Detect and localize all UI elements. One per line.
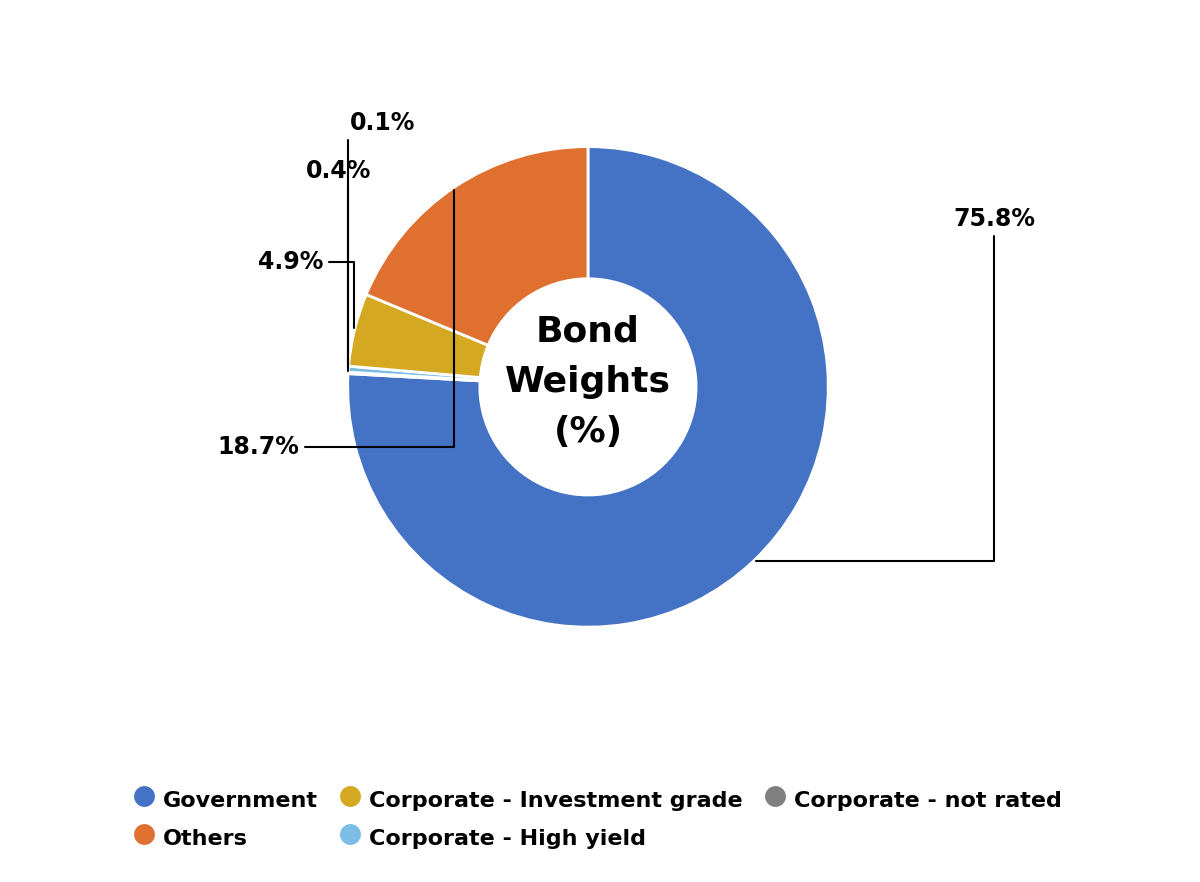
Wedge shape (348, 366, 480, 380)
Wedge shape (348, 146, 828, 627)
Text: 75.8%: 75.8% (756, 206, 1036, 561)
Wedge shape (349, 295, 488, 377)
Text: 4.9%: 4.9% (258, 250, 354, 328)
Text: Bond
Weights
(%): Bond Weights (%) (505, 315, 671, 449)
Text: 18.7%: 18.7% (217, 191, 454, 459)
Wedge shape (348, 372, 480, 381)
Wedge shape (366, 146, 588, 345)
Text: 0.4%: 0.4% (306, 159, 372, 368)
Legend: Government, Others, Corporate - Investment grade, Corporate - High yield, Corpor: Government, Others, Corporate - Investme… (127, 774, 1073, 862)
Text: 0.1%: 0.1% (348, 110, 415, 371)
